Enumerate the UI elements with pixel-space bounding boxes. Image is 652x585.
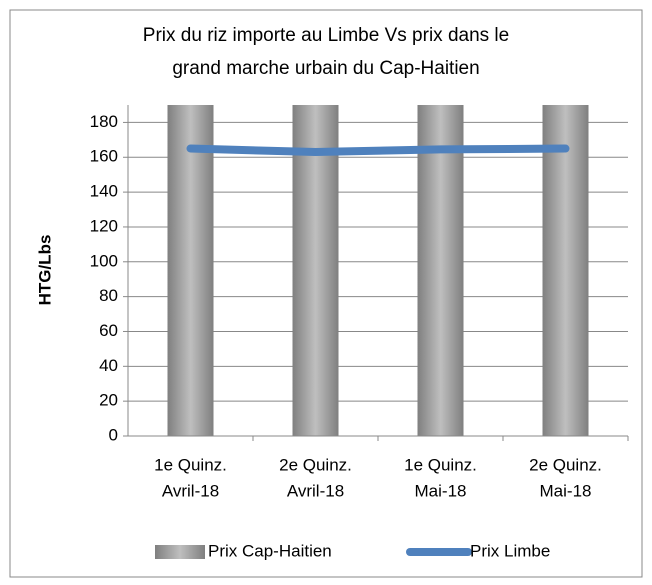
x-tick-label: 2e Quinz. bbox=[279, 455, 352, 474]
x-tick-label: Avril-18 bbox=[162, 481, 219, 500]
y-tick-label: 100 bbox=[90, 251, 118, 270]
x-tick-label: 1e Quinz. bbox=[404, 455, 477, 474]
x-tick-label: Mai-18 bbox=[415, 481, 467, 500]
legend-swatch bbox=[155, 545, 205, 559]
x-tick-label: 2e Quinz. bbox=[529, 455, 602, 474]
x-tick-label: Mai-18 bbox=[540, 481, 592, 500]
legend-label: Prix Limbe bbox=[470, 541, 550, 560]
chart-title: Prix du riz importe au Limbe Vs prix dan… bbox=[143, 25, 509, 46]
bar bbox=[292, 105, 339, 436]
y-tick-label: 180 bbox=[90, 112, 118, 131]
line bbox=[186, 144, 570, 157]
y-tick-label: 40 bbox=[99, 356, 118, 375]
bar bbox=[417, 105, 464, 436]
x-tick-label: Avril-18 bbox=[287, 481, 344, 500]
legend-label: Prix Cap-Haitien bbox=[208, 541, 332, 560]
y-axis-label: HTG/Lbs bbox=[35, 235, 54, 306]
y-tick-label: 60 bbox=[99, 321, 118, 340]
y-tick-label: 140 bbox=[90, 182, 118, 201]
y-tick-label: 20 bbox=[99, 391, 118, 410]
y-tick-label: 120 bbox=[90, 216, 118, 235]
bar bbox=[167, 105, 214, 436]
y-tick-label: 0 bbox=[109, 425, 118, 444]
chart-title: grand marche urbain du Cap-Haitien bbox=[172, 58, 479, 79]
y-tick-label: 160 bbox=[90, 147, 118, 166]
x-tick-label: 1e Quinz. bbox=[154, 455, 227, 474]
bar bbox=[542, 105, 589, 436]
y-tick-label: 80 bbox=[99, 286, 118, 305]
